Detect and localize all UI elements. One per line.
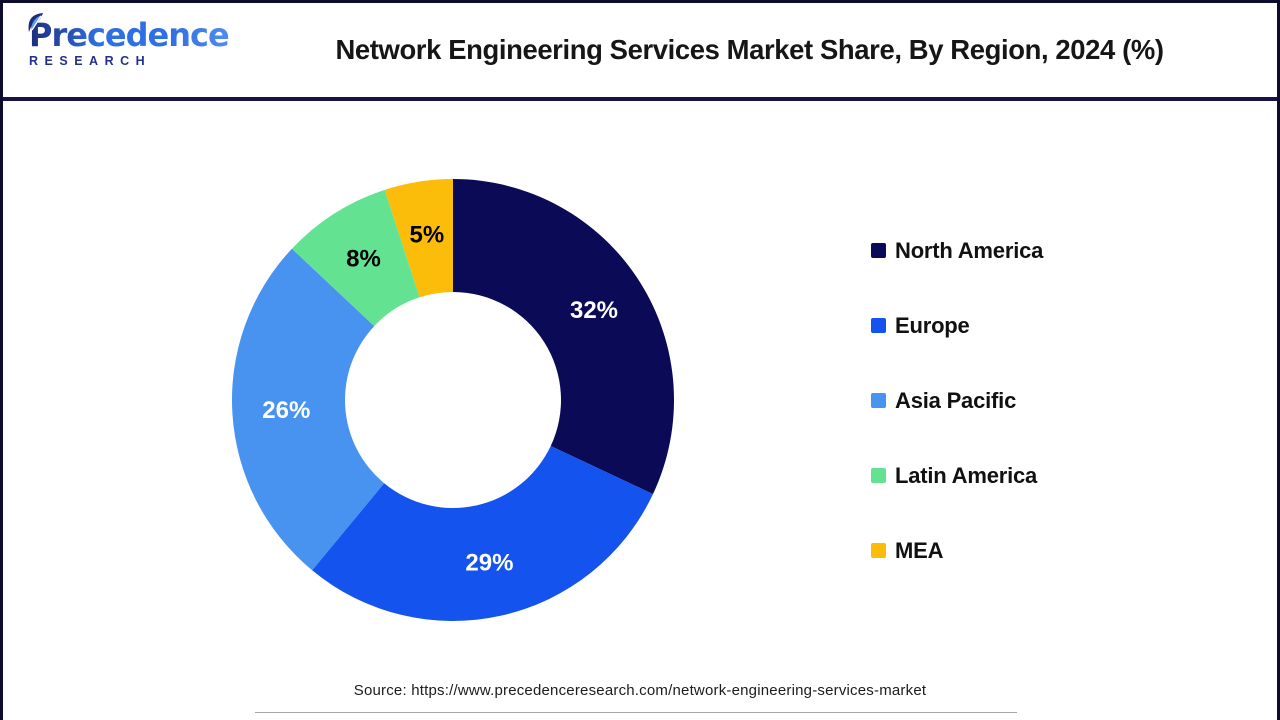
legend-label: MEA (895, 537, 944, 563)
logo-sub-text: RESEARCH (29, 55, 229, 68)
title-wrap: Network Engineering Services Market Shar… (235, 3, 1265, 97)
source-text: Source: https://www.precedenceresearch.c… (353, 682, 927, 699)
legend-marker-icon (871, 393, 886, 408)
legend-item-mea: MEA (871, 537, 1043, 563)
donut-label-north-america: 32% (570, 297, 618, 324)
donut-slice-north-america (453, 179, 674, 495)
donut-label-latin-america: 8% (346, 245, 381, 272)
donut-label-mea: 5% (410, 222, 445, 249)
legend-item-asia-pacific: Asia Pacific (871, 387, 1043, 413)
donut-slice-asia-pacific (232, 248, 385, 571)
legend-label: Europe (895, 312, 970, 338)
logo-leaf-icon (28, 13, 43, 32)
legend-item-latin-america: Latin America (871, 462, 1043, 488)
legend-item-north-america: North America (871, 237, 1044, 263)
donut-slice-latin-america (291, 189, 420, 327)
donut-slice-europe (312, 445, 653, 621)
legend-label: Asia Pacific (895, 387, 1017, 413)
logo: Precedence RESEARCH (28, 13, 230, 68)
legend-label: North America (895, 237, 1044, 263)
chart-title: Network Engineering Services Market Shar… (335, 34, 1165, 65)
donut-label-europe: 29% (465, 549, 513, 576)
legend-marker-icon (871, 468, 886, 483)
donut-label-asia-pacific: 26% (262, 397, 310, 424)
legend-marker-icon (871, 543, 886, 558)
chart-legend: North America Europe Asia Pacific Latin Ame… (871, 237, 1044, 614)
legend-label: Latin America (895, 462, 1038, 488)
legend-marker-icon (871, 318, 886, 333)
donut-chart: 32% 29% 26% 8% 5% (232, 179, 674, 621)
header: Precedence RESEARCH Network Engineering … (3, 3, 1277, 101)
bottom-divider (255, 712, 1017, 713)
donut-slice-mea (384, 179, 453, 298)
logo-brand-text: Precedence (29, 16, 230, 54)
legend-item-europe: Europe (871, 312, 1043, 338)
legend-marker-icon (871, 243, 886, 258)
